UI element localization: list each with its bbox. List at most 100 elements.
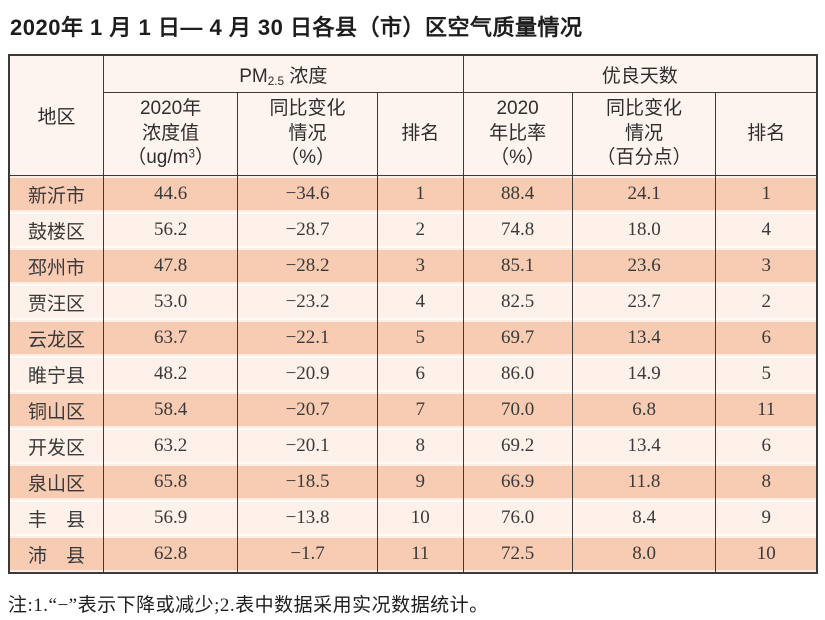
header-gooddays-group: 优良天数: [462, 54, 818, 93]
gooddays-rate-cell: 72.5: [462, 536, 573, 573]
pm-value-cell: 65.8: [103, 464, 239, 500]
gooddays-rank-cell: 2: [715, 284, 818, 320]
pm25-label-subscript: 2.5: [267, 74, 285, 88]
header-gooddays-rank: 排名: [715, 92, 818, 176]
gooddays-rate-cell: 70.0: [462, 392, 573, 428]
gooddays-change-cell: 8.4: [571, 500, 717, 536]
pm-value-line1: 2020年: [139, 97, 202, 119]
table-row: 贾汪区 53.0 −23.2 4 82.5 23.7 2: [8, 284, 818, 320]
gooddays-rate-cell: 69.7: [462, 320, 573, 356]
pm-value-cell: 47.8: [103, 248, 239, 284]
region-cell: 铜山区: [8, 392, 105, 428]
pm-change-cell: −20.1: [237, 428, 378, 464]
header-pm-rank: 排名: [376, 92, 464, 176]
region-cell: 睢宁县: [8, 356, 105, 392]
pm-change-cell: −20.7: [237, 392, 378, 428]
gooddays-change-cell: 13.4: [571, 320, 717, 356]
gooddays-rank-cell: 6: [715, 428, 818, 464]
pm25-label-rest: 浓度: [284, 65, 328, 87]
pm-value-cell: 56.2: [103, 212, 239, 248]
region-cell: 贾汪区: [8, 284, 105, 320]
pm-rank-cell: 10: [376, 500, 464, 536]
gooddays-rank-cell: 10: [715, 536, 818, 573]
header-pm25-group: PM2.5 浓度: [103, 54, 464, 93]
header-pm-change: 同比变化 情况 （%）: [237, 92, 378, 176]
pm-value-cell: 63.7: [103, 320, 239, 356]
table-row: 开发区 63.2 −20.1 8 69.2 13.4 6: [8, 428, 818, 464]
region-cell: 沛 县: [8, 536, 105, 573]
pm25-label-main: PM: [239, 65, 268, 87]
pm-rank-cell: 3: [376, 248, 464, 284]
table-row: 铜山区 58.4 −20.7 7 70.0 6.8 11: [8, 392, 818, 428]
gooddays-change-cell: 11.8: [571, 464, 717, 500]
pm-rank-cell: 5: [376, 320, 464, 356]
gooddays-rate-cell: 85.1: [462, 248, 573, 284]
gooddays-rate-cell: 82.5: [462, 284, 573, 320]
table-row: 睢宁县 48.2 −20.9 6 86.0 14.9 5: [8, 356, 818, 392]
pm-rank-cell: 2: [376, 212, 464, 248]
table-row: 丰 县 56.9 −13.8 10 76.0 8.4 9: [8, 500, 818, 536]
pm-rank-cell: 11: [376, 536, 464, 573]
pm-value-cell: 48.2: [103, 356, 239, 392]
pm-value-cell: 62.8: [103, 536, 239, 573]
footnote: 注:1.“−”表示下降或减少;2.表中数据采用实况数据统计。: [8, 595, 489, 616]
page-title: 2020年 1 月 1 日— 4 月 30 日各县（市）区空气质量情况: [10, 15, 583, 40]
pm-value-cell: 53.0: [103, 284, 239, 320]
table-row: 沛 县 62.8 −1.7 11 72.5 8.0 10: [8, 536, 818, 573]
air-quality-table: 地区 PM2.5 浓度 优良天数 2020年浓度值 （ug/m3） 同比变化 情况…: [8, 54, 818, 574]
gooddays-rate-cell: 66.9: [462, 464, 573, 500]
gooddays-change-cell: 13.4: [571, 428, 717, 464]
pm-value-line2: 浓度值: [142, 122, 200, 144]
header-gooddays-change: 同比变化 情况 （百分点）: [571, 92, 717, 176]
pm-value-cell: 56.9: [103, 500, 239, 536]
gooddays-change-cell: 8.0: [571, 536, 717, 573]
table-row: 泉山区 65.8 −18.5 9 66.9 11.8 8: [8, 464, 818, 500]
pm-change-cell: −20.9: [237, 356, 378, 392]
header-pm-value: 2020年浓度值 （ug/m3）: [103, 92, 239, 176]
gooddays-rank-cell: 4: [715, 212, 818, 248]
pm-change-cell: −13.8: [237, 500, 378, 536]
table-row: 新沂市 44.6 −34.6 1 88.4 24.1 1: [8, 175, 818, 212]
gooddays-change-cell: 18.0: [571, 212, 717, 248]
region-cell: 云龙区: [8, 320, 105, 356]
table-row: 邳州市 47.8 −28.2 3 85.1 23.6 3: [8, 248, 818, 284]
region-cell: 邳州市: [8, 248, 105, 284]
gooddays-change-cell: 24.1: [571, 175, 717, 212]
gooddays-rank-cell: 8: [715, 464, 818, 500]
table-row: 鼓楼区 56.2 −28.7 2 74.8 18.0 4: [8, 212, 818, 248]
pm-value-cell: 44.6: [103, 175, 239, 212]
region-cell: 泉山区: [8, 464, 105, 500]
pm-rank-cell: 4: [376, 284, 464, 320]
pm-change-cell: −28.7: [237, 212, 378, 248]
header-gooddays-rate: 2020 年比率 （%）: [462, 92, 573, 176]
pm-value-cell: 58.4: [103, 392, 239, 428]
pm-change-cell: −18.5: [237, 464, 378, 500]
gooddays-rate-cell: 69.2: [462, 428, 573, 464]
pm-change-cell: −28.2: [237, 248, 378, 284]
gooddays-change-cell: 23.6: [571, 248, 717, 284]
gooddays-rank-cell: 9: [715, 500, 818, 536]
gooddays-rank-cell: 3: [715, 248, 818, 284]
table-body: 新沂市 44.6 −34.6 1 88.4 24.1 1 鼓楼区 56.2 −2…: [8, 175, 818, 573]
gooddays-change-cell: 14.9: [571, 356, 717, 392]
gooddays-rate-cell: 74.8: [462, 212, 573, 248]
table-row: 云龙区 63.7 −22.1 5 69.7 13.4 6: [8, 320, 818, 356]
pm-rank-cell: 8: [376, 428, 464, 464]
region-cell: 丰 县: [8, 500, 105, 536]
pm-rank-cell: 6: [376, 356, 464, 392]
region-cell: 鼓楼区: [8, 212, 105, 248]
gooddays-change-cell: 23.7: [571, 284, 717, 320]
gooddays-change-cell: 6.8: [571, 392, 717, 428]
pm-value-unit: （ug/m3）: [127, 147, 214, 169]
pm-change-cell: −34.6: [237, 175, 378, 212]
pm-change-cell: −1.7: [237, 536, 378, 573]
gooddays-rank-cell: 6: [715, 320, 818, 356]
region-cell: 开发区: [8, 428, 105, 464]
pm-rank-cell: 9: [376, 464, 464, 500]
pm-change-cell: −23.2: [237, 284, 378, 320]
pm-rank-cell: 7: [376, 392, 464, 428]
gooddays-rank-cell: 11: [715, 392, 818, 428]
pm-rank-cell: 1: [376, 175, 464, 212]
header-region: 地区: [8, 54, 105, 176]
gooddays-rate-cell: 88.4: [462, 175, 573, 212]
